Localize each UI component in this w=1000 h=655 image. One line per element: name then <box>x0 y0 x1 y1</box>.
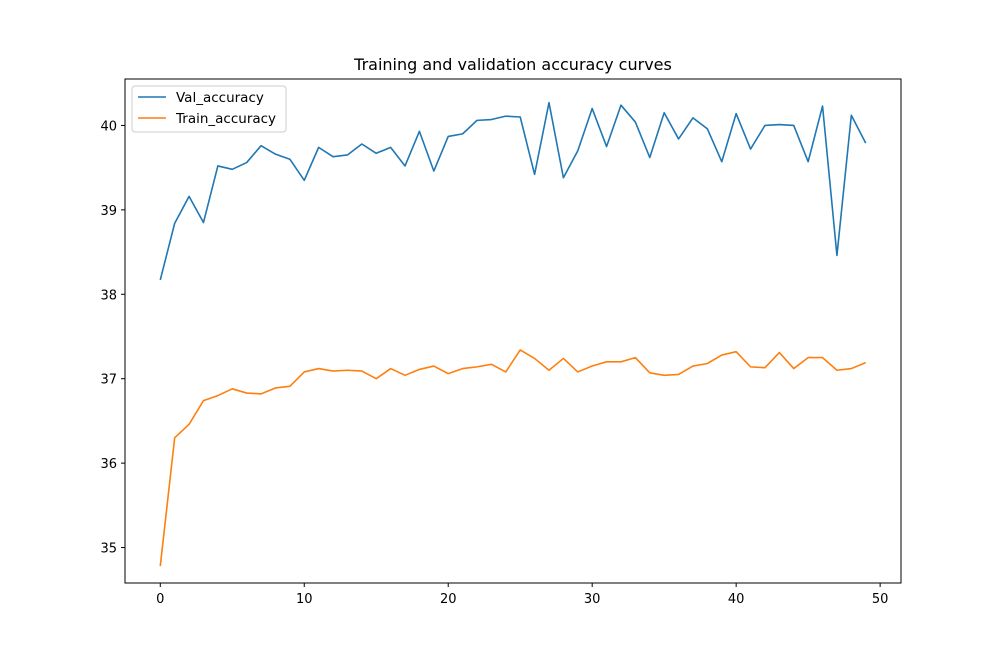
legend-box <box>131 85 287 133</box>
legend-label-val-accuracy: Val_accuracy <box>176 90 264 106</box>
x-tick-label: 30 <box>584 592 601 607</box>
chart-title: Training and validation accuracy curves <box>353 55 672 74</box>
y-tick-label: 40 <box>100 119 117 134</box>
x-tick-label: 40 <box>728 592 745 607</box>
legend: Val_accuracy Train_accuracy <box>131 85 287 133</box>
y-tick-label: 35 <box>100 542 117 557</box>
series-lines <box>159 101 867 567</box>
x-tick-label: 50 <box>872 592 889 607</box>
y-axis: 35 36 37 38 39 40 <box>100 119 125 557</box>
x-tick-label: 10 <box>296 592 313 607</box>
y-tick-label: 37 <box>100 373 117 388</box>
y-tick-label: 36 <box>100 457 117 472</box>
legend-label-train-accuracy: Train_accuracy <box>175 111 276 127</box>
y-tick-label: 39 <box>100 204 117 219</box>
x-tick-label: 20 <box>440 592 457 607</box>
series-line-train-accuracy <box>159 349 867 567</box>
series-line-val-accuracy <box>159 101 867 281</box>
y-tick-label: 38 <box>100 288 117 303</box>
x-tick-label: 0 <box>156 592 164 607</box>
plot-frame <box>124 78 902 584</box>
x-axis: 0 10 20 30 40 50 <box>156 583 888 607</box>
